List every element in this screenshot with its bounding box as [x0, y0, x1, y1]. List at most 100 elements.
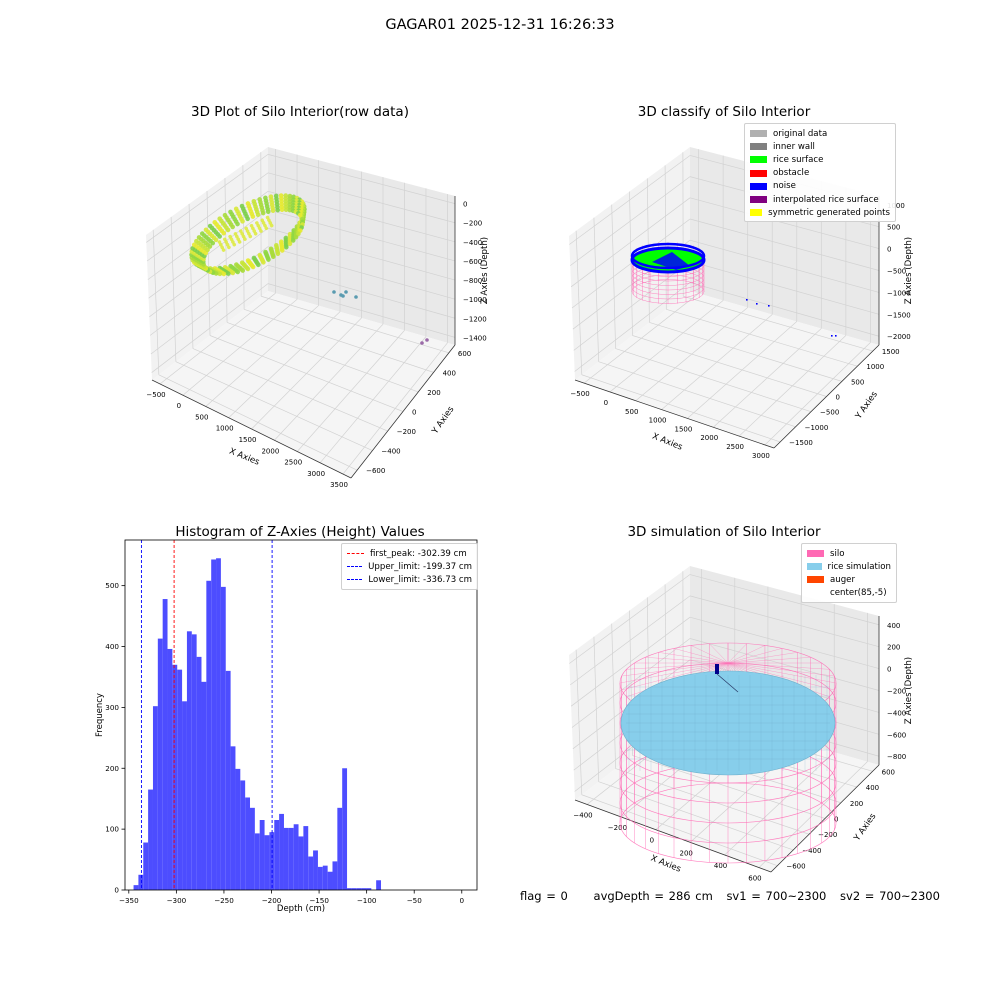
p1-point	[287, 241, 293, 247]
p4-y-label: Y Axies	[852, 811, 879, 843]
histogram-x-tick-label: −300	[166, 896, 186, 905]
p1-point	[237, 240, 242, 244]
histogram-y-label: Frequency	[95, 693, 105, 737]
histogram-bar	[337, 807, 343, 890]
p1-grid-y	[244, 308, 434, 373]
p4-silo-roof-wire	[727, 643, 747, 664]
p1-point	[265, 215, 270, 220]
p1-x-tick-label: 500	[195, 413, 208, 421]
histogram-bar	[303, 826, 309, 890]
histogram-bar	[230, 746, 236, 890]
p2-y-axis-line	[773, 344, 880, 449]
p4-y-tick-label: −600	[786, 863, 805, 871]
p2-x-tick-label: 1000	[649, 417, 667, 425]
histogram-bar	[133, 885, 139, 890]
p4-legend-swatch	[807, 550, 824, 558]
p4-grid-z	[689, 616, 880, 669]
p4-z-tick-label: −800	[887, 753, 906, 761]
histogram-title: Histogram of Z-Axies (Height) Values	[175, 524, 425, 540]
p2-legend-label: noise	[773, 181, 796, 192]
p2-grid-z	[570, 197, 691, 288]
p2-grid-z	[689, 197, 880, 249]
p4-grid-z	[569, 574, 691, 664]
p1-x-tick-label: 1500	[239, 436, 257, 444]
p1-grid-z	[267, 154, 456, 204]
histogram-x-tick-label: −250	[214, 896, 234, 905]
histogram-bar	[347, 888, 352, 890]
histogram-bar	[279, 813, 284, 890]
p1-grid-z	[150, 264, 269, 355]
p2-grid-z	[689, 218, 880, 271]
p4-silo-roof-wire	[645, 657, 729, 664]
p2-grid-y	[615, 348, 812, 412]
histogram-x-tick-label: −50	[407, 896, 423, 905]
p1-point	[296, 231, 301, 237]
histogram-bar	[366, 888, 372, 890]
p1-z-label: Z Axies (Depth)	[480, 237, 490, 304]
p2-legend-item: interpolated rice surface	[750, 193, 890, 206]
p2-y-tick-label: 0	[836, 394, 840, 402]
histogram-y-tick-label: 100	[105, 825, 119, 834]
p4-legend-item: rice simulation	[807, 560, 891, 573]
p4-grid-y	[581, 794, 778, 867]
p1-point	[255, 221, 259, 225]
p1-y-tick-label: 200	[427, 389, 440, 397]
p1-point	[241, 234, 246, 239]
p1-grid-y	[224, 178, 228, 323]
p2-legend-label: inner wall	[773, 141, 815, 152]
p4-y-tick-label: 400	[866, 784, 879, 792]
p1-point	[240, 232, 244, 236]
p2-legend-item: original data	[750, 127, 890, 140]
p4-legend-item: auger	[807, 573, 891, 586]
histogram-bar	[220, 586, 226, 890]
p1-point	[245, 266, 251, 272]
p4-z-tick-label: 200	[887, 644, 900, 652]
histogram-bar	[201, 681, 207, 890]
histogram-bar	[308, 856, 314, 890]
histogram-bar	[376, 880, 382, 890]
p1-point	[210, 240, 216, 246]
panel4-legend: silo rice simulation auger center(85,-5)	[801, 543, 897, 603]
p1-point	[284, 244, 289, 250]
p4-grid-z	[689, 574, 880, 626]
p1-point	[290, 238, 296, 243]
histogram-bar	[245, 797, 251, 890]
p1-point	[225, 271, 231, 276]
p4-grid-z	[570, 616, 691, 707]
panel2-title: 3D classify of Silo Interior	[637, 104, 811, 120]
histogram-legend-line	[347, 579, 363, 581]
p1-point	[225, 227, 231, 233]
p1-point	[213, 237, 219, 243]
p4-y-tick-label: −200	[818, 831, 837, 839]
p4-y-tick-label: −400	[802, 847, 821, 855]
p1-point	[251, 226, 255, 231]
histogram-bar	[191, 634, 197, 890]
p4-silo-roof-wire	[727, 662, 830, 670]
p1-point	[217, 234, 222, 239]
p2-z-tick-label: −500	[887, 268, 906, 276]
p1-point	[232, 242, 237, 247]
p4-legend-item: center(85,-5)	[807, 587, 891, 600]
histogram-bar	[235, 768, 241, 890]
p1-y-tick-label: −600	[366, 467, 385, 475]
p1-point	[217, 240, 222, 244]
p2-grid-z	[570, 176, 691, 266]
p1-point	[256, 262, 261, 268]
p1-point	[233, 232, 238, 236]
p1-outlier-point	[344, 290, 348, 294]
p4-left-pane	[569, 566, 690, 800]
p1-point	[275, 207, 281, 213]
p1-outlier-point	[332, 290, 336, 294]
p1-left-pane	[146, 147, 268, 380]
p1-x-tick-label: 2000	[261, 447, 279, 455]
p4-silo-roof-wire	[709, 643, 729, 664]
flag-text: flag = 0	[520, 889, 568, 903]
p4-x-tick-label: 200	[680, 849, 693, 857]
histogram-bar	[138, 874, 144, 890]
p4-y-tick-label: 600	[882, 768, 895, 776]
p1-point	[270, 208, 276, 213]
p1-point	[266, 257, 271, 262]
p4-silo-roof-wire	[727, 662, 835, 677]
p1-z-tick-label: −600	[463, 258, 482, 266]
p4-z-tick-label: 400	[887, 622, 900, 630]
